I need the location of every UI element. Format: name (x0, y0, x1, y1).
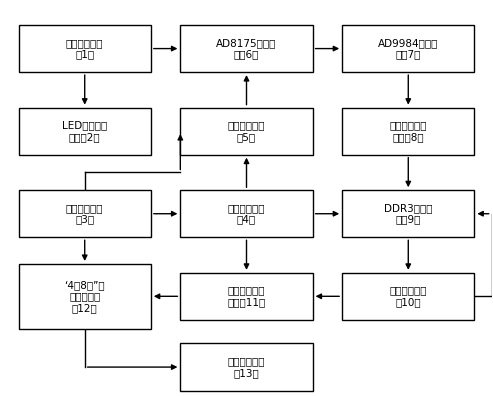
Text: 字符生成添加
模块（11）: 字符生成添加 模块（11） (227, 286, 266, 307)
FancyBboxPatch shape (19, 264, 151, 329)
FancyBboxPatch shape (180, 108, 313, 155)
FancyBboxPatch shape (342, 273, 474, 320)
Text: 按键解析模块
（3）: 按键解析模块 （3） (66, 203, 104, 225)
FancyBboxPatch shape (19, 190, 151, 237)
FancyBboxPatch shape (180, 190, 313, 237)
FancyBboxPatch shape (342, 190, 474, 237)
Text: 通道检测模块
（1）: 通道检测模块 （1） (66, 38, 104, 59)
FancyBboxPatch shape (19, 108, 151, 155)
FancyBboxPatch shape (180, 343, 313, 391)
FancyBboxPatch shape (342, 25, 474, 72)
Text: 功能选择模块
（4）: 功能选择模块 （4） (228, 203, 265, 225)
Text: 切换控制模块
（5）: 切换控制模块 （5） (228, 120, 265, 142)
Text: 视频输出模块
（13）: 视频输出模块 （13） (228, 356, 265, 378)
FancyBboxPatch shape (180, 25, 313, 72)
Text: ‘4聱8种”方
式矫正模块
（12）: ‘4聱8种”方 式矫正模块 （12） (65, 280, 105, 313)
Text: AD8175控制模
块（6）: AD8175控制模 块（6） (216, 38, 277, 59)
FancyBboxPatch shape (19, 25, 151, 72)
Text: DDR3控制模
块（9）: DDR3控制模 块（9） (384, 203, 432, 225)
Text: AD9984控制模
块（7）: AD9984控制模 块（7） (378, 38, 438, 59)
FancyBboxPatch shape (180, 273, 313, 320)
FancyBboxPatch shape (342, 108, 474, 155)
Text: 多屏显示模块
（10）: 多屏显示模块 （10） (389, 286, 427, 307)
Text: LED控制显示
模块（2）: LED控制显示 模块（2） (62, 120, 107, 142)
Text: 视频数据采集
模块（8）: 视频数据采集 模块（8） (389, 120, 427, 142)
